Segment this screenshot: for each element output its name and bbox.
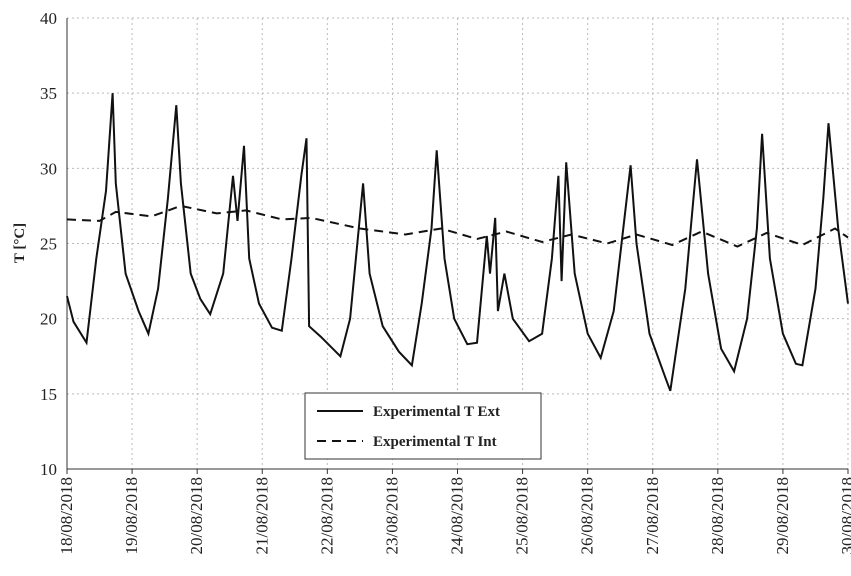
x-tick-label: 27/08/2018 xyxy=(643,477,662,554)
y-tick-label: 35 xyxy=(40,84,57,103)
x-tick-label: 23/08/2018 xyxy=(382,477,401,554)
x-tick-label: 24/08/2018 xyxy=(448,477,467,554)
x-tick-label: 26/08/2018 xyxy=(578,477,597,554)
x-tick-label: 30/08/2018 xyxy=(838,477,851,554)
y-tick-label: 10 xyxy=(40,460,57,479)
series-line xyxy=(66,93,849,392)
series-line xyxy=(66,204,849,248)
legend-box xyxy=(304,392,542,460)
y-tick-label: 40 xyxy=(40,9,57,28)
x-tick-label: 22/08/2018 xyxy=(317,477,336,554)
legend-label: Experimental T Ext xyxy=(373,404,500,420)
x-tick-label: 25/08/2018 xyxy=(513,477,532,554)
y-tick-label: 30 xyxy=(40,159,57,178)
y-axis-label: T [°C] xyxy=(12,223,28,263)
y-tick-label: 15 xyxy=(40,385,57,404)
x-tick-label: 29/08/2018 xyxy=(773,477,792,554)
x-tick-label: 18/08/2018 xyxy=(57,477,76,554)
x-tick-label: 20/08/2018 xyxy=(187,477,206,554)
y-tick-label: 25 xyxy=(40,235,57,254)
x-tick-label: 19/08/2018 xyxy=(122,477,141,554)
y-tick-label: 20 xyxy=(40,310,57,329)
x-tick-label: 21/08/2018 xyxy=(252,477,271,554)
legend-label: Experimental T Int xyxy=(373,434,497,450)
x-tick-label: 28/08/2018 xyxy=(708,477,727,554)
